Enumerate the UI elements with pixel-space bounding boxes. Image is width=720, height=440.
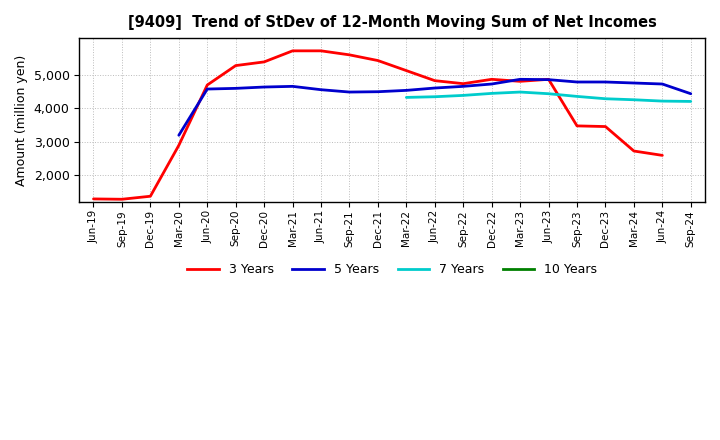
3 Years — [203, 82, 212, 88]
5 Years — [487, 81, 496, 87]
3 Years — [146, 194, 155, 199]
5 Years — [174, 132, 183, 138]
5 Years — [544, 77, 553, 82]
5 Years — [516, 77, 524, 82]
3 Years — [174, 143, 183, 148]
5 Years — [572, 79, 581, 84]
3 Years — [89, 196, 98, 202]
5 Years — [203, 86, 212, 92]
Line: 7 Years: 7 Years — [406, 92, 690, 102]
5 Years — [317, 87, 325, 92]
5 Years — [686, 91, 695, 96]
7 Years — [459, 93, 467, 98]
5 Years — [288, 84, 297, 89]
5 Years — [629, 81, 638, 86]
Line: 3 Years: 3 Years — [94, 51, 662, 199]
Y-axis label: Amount (million yen): Amount (million yen) — [15, 55, 28, 186]
7 Years — [629, 97, 638, 103]
3 Years — [231, 63, 240, 68]
7 Years — [487, 91, 496, 96]
3 Years — [629, 148, 638, 154]
3 Years — [572, 123, 581, 128]
5 Years — [402, 88, 410, 93]
7 Years — [686, 99, 695, 104]
3 Years — [402, 68, 410, 73]
7 Years — [658, 99, 667, 104]
Legend: 3 Years, 5 Years, 7 Years, 10 Years: 3 Years, 5 Years, 7 Years, 10 Years — [182, 258, 602, 282]
7 Years — [402, 95, 410, 100]
3 Years — [601, 124, 610, 129]
5 Years — [601, 79, 610, 84]
3 Years — [374, 58, 382, 63]
Title: [9409]  Trend of StDev of 12-Month Moving Sum of Net Incomes: [9409] Trend of StDev of 12-Month Moving… — [127, 15, 657, 30]
3 Years — [459, 81, 467, 86]
5 Years — [345, 89, 354, 95]
3 Years — [260, 59, 269, 65]
5 Years — [658, 81, 667, 87]
Line: 5 Years: 5 Years — [179, 79, 690, 135]
5 Years — [231, 86, 240, 91]
3 Years — [516, 79, 524, 84]
5 Years — [431, 85, 439, 91]
3 Years — [544, 77, 553, 82]
5 Years — [459, 84, 467, 89]
7 Years — [572, 94, 581, 99]
7 Years — [601, 96, 610, 101]
7 Years — [431, 94, 439, 99]
5 Years — [260, 84, 269, 90]
3 Years — [487, 77, 496, 82]
3 Years — [117, 197, 126, 202]
3 Years — [288, 48, 297, 54]
3 Years — [345, 52, 354, 58]
7 Years — [544, 91, 553, 96]
5 Years — [374, 89, 382, 94]
7 Years — [516, 89, 524, 95]
3 Years — [431, 78, 439, 83]
3 Years — [317, 48, 325, 54]
3 Years — [658, 153, 667, 158]
